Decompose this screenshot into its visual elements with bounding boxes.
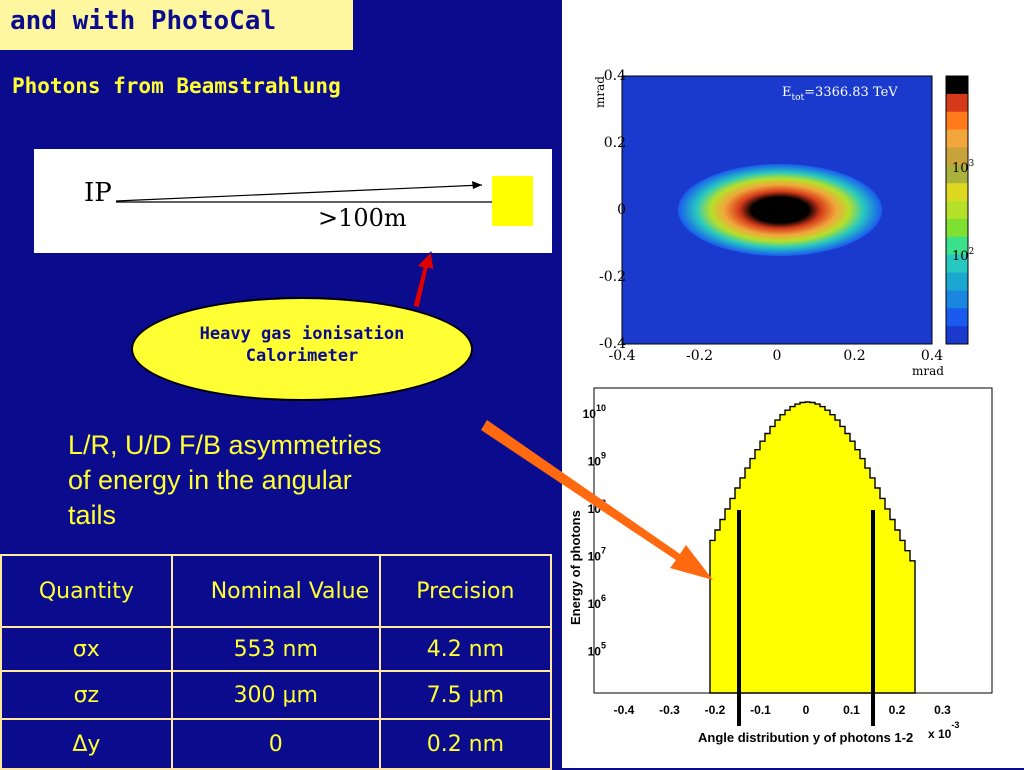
heatmap-x-tick: -0.4 (609, 348, 636, 364)
colorbar-segment (946, 129, 968, 148)
histogram-bars (709, 401, 916, 694)
cell-nominal: 0 (170, 718, 381, 770)
heatmap-frame (621, 75, 933, 345)
asymmetry-line-2: of energy in the angular (68, 465, 352, 495)
histogram-y-label: Energy of photons (568, 510, 583, 625)
distance-label: >100m (318, 204, 407, 232)
histogram-x-label: Angle distribution y of photons 1-2 (698, 730, 913, 745)
calorimeter-callout: Heavy gas ionisation Calorimeter (131, 297, 473, 401)
heatmap-colorbar (945, 75, 969, 345)
heatmap-annotation: Etot=3366.83 TeV (782, 85, 898, 103)
asymmetry-line-1: L/R, U/D F/B asymmetries (68, 430, 382, 460)
slide-title: and with PhotoCal (0, 0, 353, 50)
header-quantity: Quantity (0, 554, 173, 628)
histogram-x-tick: -0.1 (750, 703, 771, 717)
colorbar-frame (945, 75, 969, 345)
heatmap-y-tick: 0.4 (604, 68, 626, 84)
colorbar-segment (946, 93, 968, 113)
histogram-x-tick: 0.3 (934, 703, 951, 717)
histogram-x-tick: -0.3 (659, 703, 680, 717)
heatmap-x-label: mrad (912, 364, 944, 378)
table-header-row: Quantity Nominal Value Precision (0, 554, 553, 628)
colorbar-tick-upper: 103 (952, 159, 975, 176)
histogram-x-tick: -0.2 (705, 703, 726, 717)
histogram-x-tick: -0.4 (614, 703, 635, 717)
heatmap-y-tick: -0.2 (599, 269, 626, 285)
heatmap-x-tick: -0.2 (686, 348, 713, 364)
table-row: σz 300 μm 7.5 μm (0, 670, 553, 720)
colorbar-segment (946, 76, 968, 95)
table-row: Δy 0 0.2 nm (0, 718, 553, 770)
colorbar-segment (946, 111, 968, 131)
heatmap-x-tick: 0.4 (921, 348, 943, 364)
slide-subtitle: Photons from Beamstrahlung (12, 74, 341, 98)
cell-nominal: 300 μm (170, 670, 381, 720)
histogram-y-tick: 107 (588, 546, 606, 564)
orange-arrow-icon (481, 420, 713, 580)
histogram-y-tick: 109 (588, 451, 606, 469)
colorbar-segment (946, 308, 968, 327)
calorimeter-detector (492, 176, 533, 226)
heatmap-x-tick: 0.2 (843, 348, 865, 364)
histogram-x-tick: 0.2 (889, 703, 906, 717)
histogram-y-tick: 105 (588, 641, 606, 659)
histogram-x-multiplier: x 10-3 (928, 720, 959, 741)
colorbar-tick-lower: 102 (952, 247, 974, 264)
cell-quantity: σz (0, 670, 173, 720)
histogram-x-tick: 0.1 (843, 703, 860, 717)
colorbar-segment (946, 218, 968, 238)
colorbar-segment (946, 254, 968, 274)
cell-precision: 4.2 nm (378, 626, 553, 672)
asymmetry-line-3: tails (68, 500, 117, 530)
heatmap-x-tick: 0 (773, 348, 782, 364)
ip-label: IP (84, 178, 112, 208)
ip-schematic: IP >100m (34, 149, 552, 253)
colorbar-segment (946, 147, 968, 166)
histogram-x-tick: 0 (803, 703, 810, 717)
heatmap-y-tick: 0 (617, 202, 626, 218)
callout-line-1: Heavy gas ionisation (199, 324, 405, 344)
heatmap-y-tick: -0.4 (599, 336, 626, 352)
beam-lines (115, 181, 492, 203)
cell-quantity: σx (0, 626, 173, 672)
colorbar-segment (946, 272, 968, 291)
colorbar-segment (946, 326, 968, 345)
asymmetry-text: L/R, U/D F/B asymmetries of energy in th… (68, 428, 488, 533)
heatmap-y-label: mrad (593, 76, 607, 108)
header-precision: Precision (378, 554, 553, 628)
heatmap-beam-spot (678, 164, 882, 256)
heatmap-y-tick: 0.2 (604, 135, 626, 151)
precision-table: Quantity Nominal Value Precision σx 553 … (0, 554, 553, 770)
histogram-y-tick: 1010 (583, 403, 606, 421)
callout-line-2: Calorimeter (245, 346, 359, 366)
colorbar-segment (946, 201, 968, 220)
colorbar-segment (946, 183, 968, 202)
table-row: σx 553 nm 4.2 nm (0, 626, 553, 672)
colorbar-segment (946, 236, 968, 256)
cell-nominal: 553 nm (170, 626, 381, 672)
histogram-y-tick: 106 (588, 593, 606, 611)
header-nominal: Nominal Value (170, 554, 381, 628)
colorbar-segment (946, 290, 968, 309)
cell-precision: 7.5 μm (378, 670, 553, 720)
colorbar-segment (946, 165, 968, 184)
red-arrow-icon (412, 250, 435, 309)
